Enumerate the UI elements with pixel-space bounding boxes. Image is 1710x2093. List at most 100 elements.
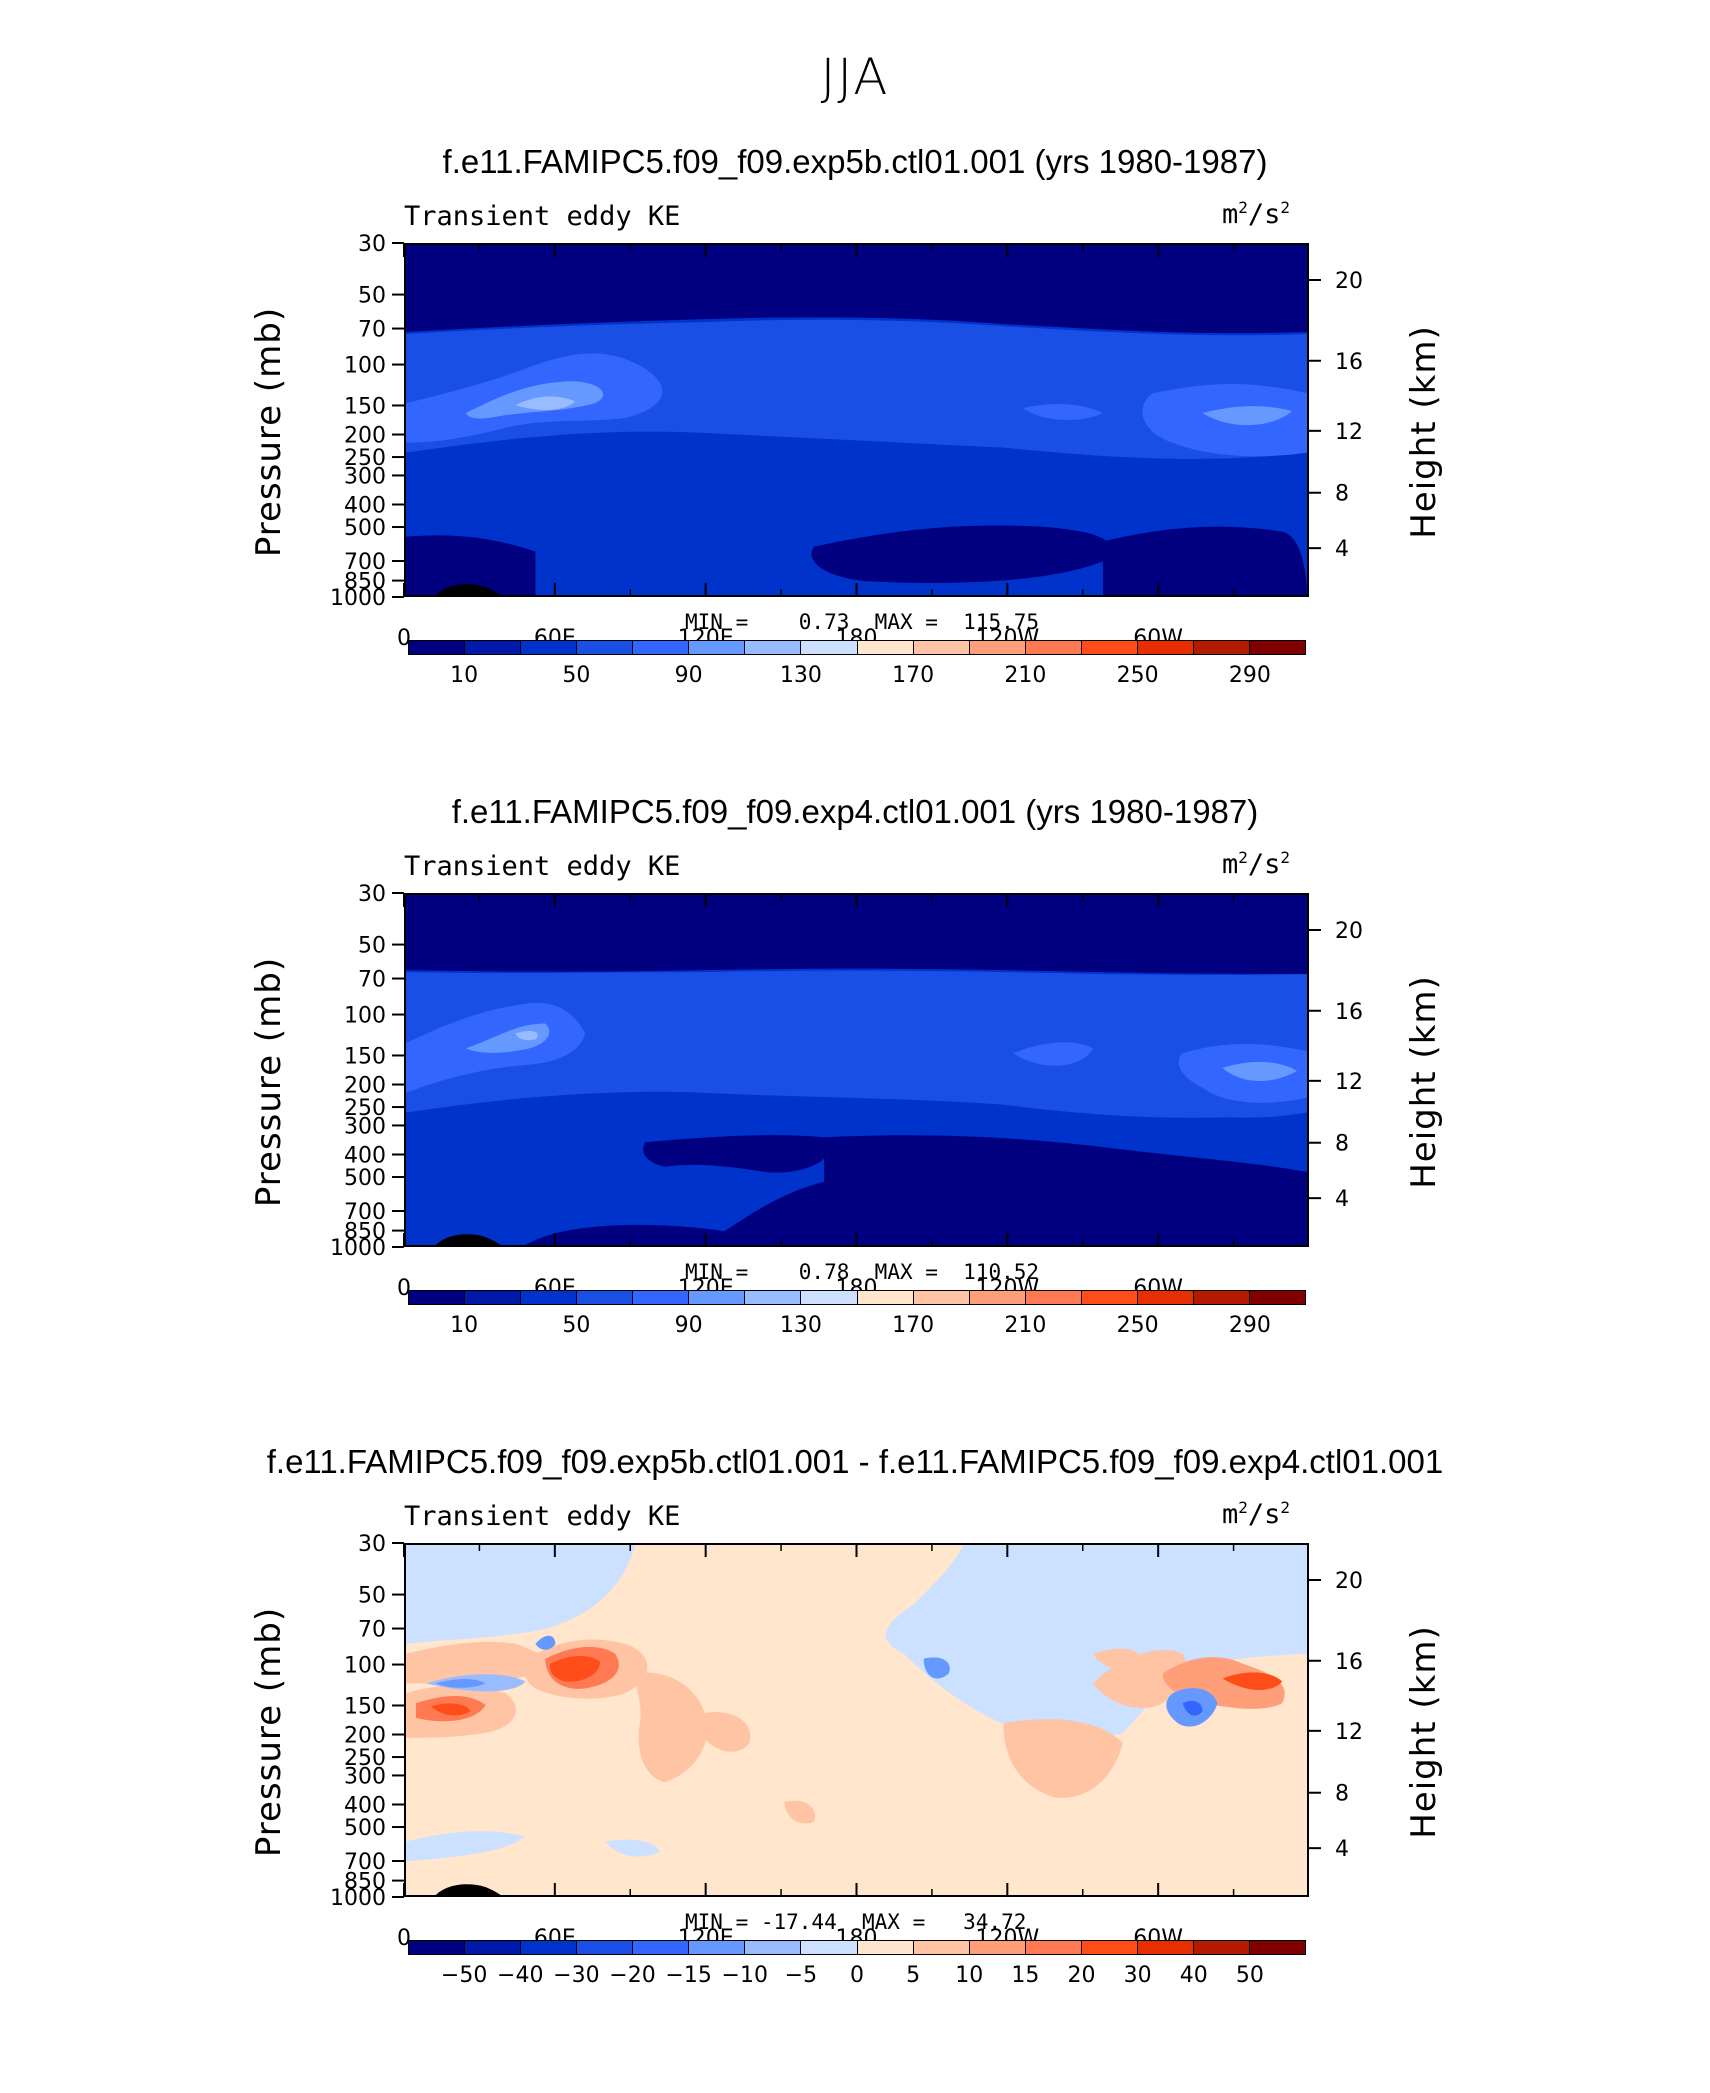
x-tick-label: 0 [397, 626, 411, 651]
colorbar-swatch [1137, 1941, 1194, 1954]
y-tick-label: 200 [344, 1724, 386, 1749]
colorbar [408, 1290, 1306, 1305]
max-value: MAX = 34.72 [862, 1910, 1027, 1934]
min-value: MIN = -17.44 [685, 1910, 837, 1934]
y-tick-label: 100 [344, 1004, 386, 1029]
y-tick-label: 50 [358, 284, 386, 309]
y-tick-label: 500 [344, 516, 386, 541]
y-tick-label: 250 [344, 1746, 386, 1771]
colorbar-swatch [689, 641, 746, 654]
y-tick-label: 700 [344, 1200, 386, 1225]
colorbar-swatch [465, 641, 522, 654]
y-tick-label: 50 [358, 1584, 386, 1609]
y-axis-label: Pressure (mb) [249, 1607, 289, 1857]
panel-control-5b: f.e11.FAMIPC5.f09_f09.exp5b.ctl01.001 (y… [0, 143, 1710, 793]
y-tick-label: 700 [344, 1850, 386, 1875]
colorbar-swatch [1193, 1941, 1250, 1954]
y-tick-label: 70 [358, 318, 386, 343]
y-tick-label: 400 [344, 1143, 386, 1168]
y-axis-label: Pressure (mb) [249, 307, 289, 557]
y-tick-label: 100 [344, 1654, 386, 1679]
min-value: MIN = 0.73 [685, 610, 850, 634]
y-tick-label: 850 [344, 1870, 386, 1895]
units-label: m2/s2 [1222, 1498, 1291, 1530]
colorbar-swatch [1249, 641, 1305, 654]
y-tick-label: 30 [358, 1532, 386, 1557]
colorbar-swatch [409, 1291, 466, 1304]
y2-axis-label: Height (km) [1404, 975, 1444, 1189]
max-value: MAX = 115.75 [874, 610, 1040, 634]
y-tick-label: 1000 [330, 586, 386, 611]
y-tick-label: 300 [344, 1114, 386, 1139]
colorbar-swatch [689, 1941, 746, 1954]
colorbar-swatch [857, 641, 914, 654]
y2-axis-label: Height (km) [1404, 1625, 1444, 1839]
panel-title: f.e11.FAMIPC5.f09_f09.exp5b.ctl01.001 - … [266, 1443, 1444, 1480]
y2-tick-label: 8 [1335, 1132, 1349, 1157]
colorbar-swatch [577, 641, 634, 654]
contour-plot [404, 893, 1309, 1247]
y2-tick-label: 4 [1335, 1837, 1349, 1862]
y-tick-label: 200 [344, 1074, 386, 1099]
colorbar-swatch [465, 1291, 522, 1304]
colorbar-swatch [1137, 1291, 1194, 1304]
panel-difference: f.e11.FAMIPC5.f09_f09.exp5b.ctl01.001 - … [0, 1443, 1710, 2093]
units-label: m2/s2 [1222, 198, 1291, 230]
colorbar-swatch [409, 1941, 466, 1954]
y-tick-label: 100 [344, 354, 386, 379]
colorbar-swatch [801, 641, 858, 654]
contour-plot [404, 1543, 1309, 1897]
colorbar-swatch [633, 1941, 690, 1954]
x-tick-label: 0 [397, 1926, 411, 1951]
colorbar [408, 640, 1306, 655]
colorbar-swatch [521, 1291, 578, 1304]
colorbar-swatch [745, 1291, 802, 1304]
colorbar-swatch [577, 1291, 634, 1304]
y-tick-label: 70 [358, 968, 386, 993]
y-axis-label: Pressure (mb) [249, 957, 289, 1207]
colorbar-swatch [689, 1291, 746, 1304]
y2-tick-label: 12 [1335, 1720, 1363, 1745]
y2-axis-label: Height (km) [1404, 325, 1444, 539]
colorbar-swatch [577, 1941, 634, 1954]
min-max-stats: MIN = -17.44 MAX = 34.72 [685, 1910, 1026, 1934]
colorbar-swatch [409, 641, 466, 654]
colorbar-swatch [857, 1291, 914, 1304]
y2-tick-label: 20 [1335, 1569, 1363, 1594]
y-tick-label: 200 [344, 424, 386, 449]
y-tick-label: 150 [344, 1044, 386, 1069]
y-tick-label: 700 [344, 550, 386, 575]
variable-label: Transient eddy KE [404, 201, 681, 232]
colorbar-swatch [969, 1291, 1026, 1304]
colorbar-swatch [633, 1291, 690, 1304]
y-tick-label: 300 [344, 464, 386, 489]
colorbar [408, 1940, 1306, 1955]
colorbar-swatch [1193, 1291, 1250, 1304]
colorbar-swatch [1025, 641, 1082, 654]
colorbar-swatch [1137, 641, 1194, 654]
colorbar-swatch [801, 1291, 858, 1304]
y2-tick-label: 16 [1335, 1000, 1363, 1025]
y2-tick-label: 4 [1335, 1187, 1349, 1212]
x-tick-label: 0 [397, 1276, 411, 1301]
colorbar-swatch [913, 1941, 970, 1954]
max-value: MAX = 110.52 [874, 1260, 1040, 1284]
y2-tick-label: 12 [1335, 1070, 1363, 1095]
y-tick-label: 1000 [330, 1236, 386, 1261]
colorbar-swatch [1081, 1941, 1138, 1954]
y-tick-label: 250 [344, 446, 386, 471]
y-tick-label: 150 [344, 394, 386, 419]
panel-title: f.e11.FAMIPC5.f09_f09.exp5b.ctl01.001 (y… [442, 143, 1268, 180]
colorbar-swatch [969, 1941, 1026, 1954]
colorbar-swatch [1081, 641, 1138, 654]
colorbar-swatch [801, 1941, 858, 1954]
units-label: m2/s2 [1222, 848, 1291, 880]
colorbar-swatch [745, 1941, 802, 1954]
y-tick-label: 400 [344, 1793, 386, 1818]
y-tick-label: 300 [344, 1764, 386, 1789]
y2-tick-label: 8 [1335, 482, 1349, 507]
y-tick-label: 850 [344, 570, 386, 595]
contour-fill-2 [406, 895, 1307, 1245]
